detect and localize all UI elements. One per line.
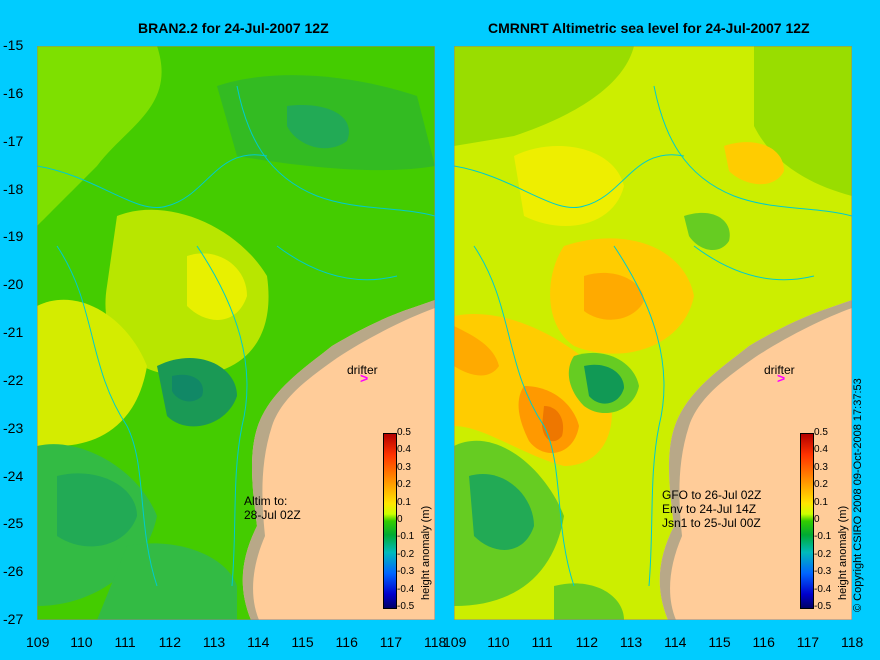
jsn1-note: Jsn1 to 25-Jul 00Z — [662, 516, 761, 530]
colorbar-tick-label: 0.5 — [397, 427, 411, 438]
y-tick-label: -16 — [3, 84, 24, 101]
colorbar-tick-label: 0.5 — [814, 427, 828, 438]
copyright-text: © Copyright CSIRO 2008 09-Oct-2008 17:37… — [852, 378, 864, 612]
x-tick-label: 115 — [708, 634, 731, 650]
colorbar-tick-label: 0.3 — [814, 461, 828, 473]
colorbar-title-left: height anomaly (m) — [420, 505, 432, 600]
colorbar-tick-label: 0.4 — [814, 444, 828, 456]
x-tick-label: 116 — [335, 634, 358, 650]
altim-note-2: 28-Jul 02Z — [244, 508, 301, 522]
x-tick-label: 113 — [202, 634, 226, 650]
y-tick-label: -23 — [3, 419, 24, 436]
y-tick-label: -21 — [3, 324, 24, 340]
colorbar-tick-label: -0.5 — [397, 601, 415, 612]
y-tick-label: -24 — [3, 467, 24, 484]
colorbar-title-right: height anomaly (m) — [837, 505, 849, 600]
x-tick-label: 114 — [664, 634, 687, 650]
x-tick-label: 110 — [487, 634, 510, 650]
y-tick-label: -22 — [3, 371, 24, 388]
colorbar-tick-label: 0.4 — [397, 444, 411, 456]
y-tick-label: -25 — [3, 515, 24, 532]
x-tick-label: 117 — [379, 634, 403, 650]
gfo-note: GFO to 26-Jul 02Z — [662, 488, 762, 502]
colorbar-tick-label: -0.2 — [397, 548, 415, 560]
y-tick-label: -27 — [3, 611, 24, 627]
x-tick-label: 110 — [70, 634, 93, 650]
colorbar-tick-label: -0.5 — [814, 601, 832, 612]
colorbar-left — [383, 433, 397, 609]
colorbar-tick-label: -0.1 — [397, 531, 415, 543]
drifter-label-right: drifter — [764, 363, 795, 377]
cmrnrt-map — [454, 46, 852, 620]
altim-note-1: Altim to: — [244, 494, 288, 508]
x-tick-label: 112 — [575, 634, 598, 650]
x-tick-label: 114 — [247, 634, 270, 650]
colorbar-tick-label: 0.2 — [397, 479, 411, 491]
y-tick-label: -17 — [3, 132, 24, 149]
x-tick-label: 117 — [796, 634, 820, 650]
left-panel-title: BRAN2.2 for 24-Jul-2007 12Z — [138, 20, 329, 36]
drifter-arrow-right: > — [777, 370, 786, 386]
drifter-label-left: drifter — [347, 363, 378, 377]
x-tick-label: 115 — [291, 634, 314, 650]
drifter-arrow-left: > — [360, 370, 369, 386]
x-tick-label: 111 — [114, 634, 136, 650]
x-tick-label: 109 — [26, 634, 50, 650]
colorbar-tick-label: 0 — [814, 514, 820, 525]
colorbar-tick-label: 0.2 — [814, 479, 828, 491]
y-tick-label: -20 — [3, 276, 24, 293]
x-tick-label: 113 — [619, 634, 643, 650]
x-tick-label: 111 — [531, 634, 553, 650]
x-tick-label: 112 — [158, 634, 181, 650]
y-tick-label: -19 — [3, 228, 24, 245]
colorbar-tick-label: 0.1 — [814, 496, 828, 508]
bran-map — [37, 46, 435, 620]
y-tick-label: -18 — [3, 180, 24, 197]
right-panel-title: CMRNRT Altimetric sea level for 24-Jul-2… — [488, 20, 810, 36]
colorbar-tick-label: -0.3 — [814, 566, 832, 578]
colorbar-tick-label: 0.3 — [397, 461, 411, 473]
x-tick-label: 118 — [841, 634, 864, 650]
colorbar-tick-label: 0 — [397, 514, 403, 525]
colorbar-tick-label: -0.1 — [814, 531, 832, 543]
y-tick-label: -15 — [3, 37, 24, 53]
colorbar-tick-label: -0.4 — [397, 583, 415, 595]
x-tick-label: 109 — [443, 634, 467, 650]
y-tick-label: -26 — [3, 563, 24, 580]
x-tick-label: 118 — [424, 634, 447, 650]
colorbar-tick-label: 0.1 — [397, 496, 411, 508]
colorbar-tick-label: -0.3 — [397, 566, 415, 578]
colorbar-right — [800, 433, 814, 609]
x-tick-label: 116 — [752, 634, 775, 650]
env-note: Env to 24-Jul 14Z — [662, 502, 757, 516]
colorbar-tick-label: -0.4 — [814, 583, 832, 595]
colorbar-tick-label: -0.2 — [814, 548, 832, 560]
